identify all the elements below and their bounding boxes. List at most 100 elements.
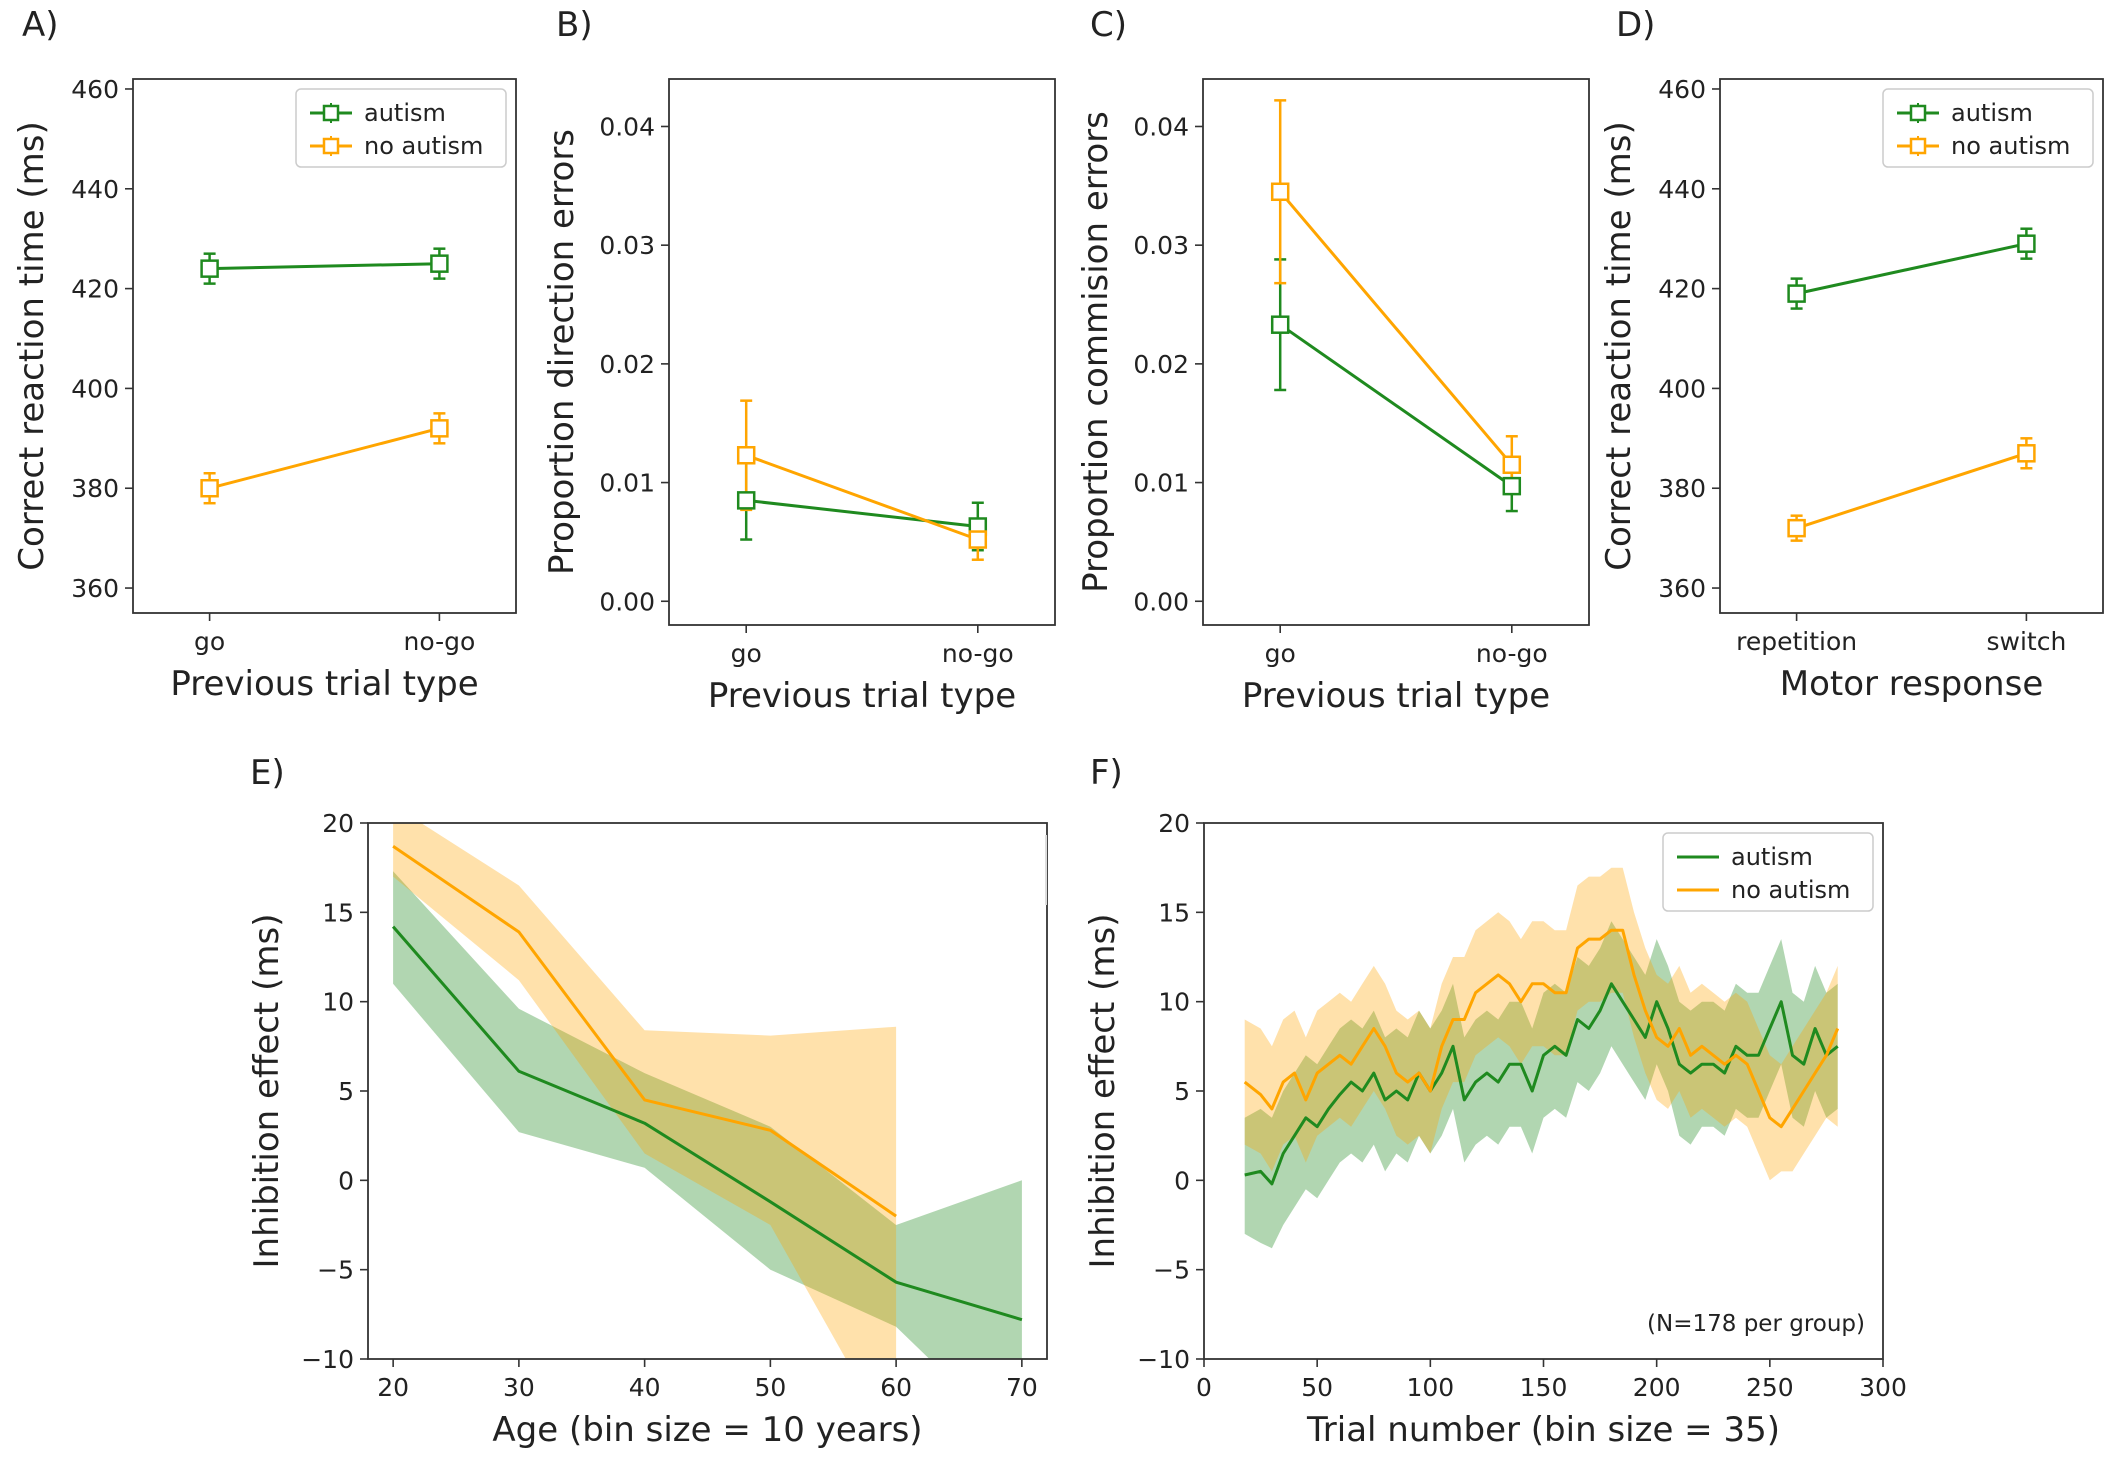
y-axis-label: Proportion commision errors xyxy=(1076,111,1116,593)
panel-letter: D) xyxy=(1616,5,1655,45)
series-line-no-autism xyxy=(745,453,979,541)
legend-marker xyxy=(322,104,340,122)
x-tick-label: 70 xyxy=(1006,1373,1038,1402)
x-axis-label: Previous trial type xyxy=(1242,676,1550,716)
y-tick-label: 380 xyxy=(71,474,119,503)
y-tick-label: 0.04 xyxy=(1133,112,1189,141)
x-tick-label: no-go xyxy=(942,639,1014,668)
y-tick-label: 20 xyxy=(1158,809,1190,838)
legend-label: no autism xyxy=(1731,876,1850,904)
x-axis-label: Trial number (bin size = 35) xyxy=(1306,1410,1780,1450)
x-axis-label: Age (bin size = 10 years) xyxy=(492,1410,922,1450)
x-axis-label: Previous trial type xyxy=(708,676,1016,716)
legend-label: autism xyxy=(1731,843,1813,871)
y-tick-label: 0.03 xyxy=(599,231,655,260)
x-tick-label: 50 xyxy=(1301,1373,1333,1402)
panel-a: A) 360 380 400 420 440 460 go no-go Previous tria… xyxy=(12,5,517,704)
x-tick-label: 250 xyxy=(1746,1373,1794,1402)
y-tick-label: 0.04 xyxy=(599,112,655,141)
x-tick-label: 150 xyxy=(1520,1373,1568,1402)
x-axis-label: Motor response xyxy=(1780,664,2043,704)
y-axis-label: Correct reaction time (ms) xyxy=(1599,121,1639,571)
x-tick-label: go xyxy=(194,627,225,656)
plot-frame xyxy=(132,78,517,614)
y-tick-label: 380 xyxy=(1658,474,1706,503)
x-tick-label: 300 xyxy=(1859,1373,1907,1402)
data-point xyxy=(1270,182,1290,202)
legend-label: no autism xyxy=(1951,132,2070,160)
x-tick-label: 50 xyxy=(754,1373,786,1402)
x-tick-label: go xyxy=(731,639,762,668)
plot-area xyxy=(1243,867,1840,1249)
series-line-no-autism xyxy=(1279,190,1513,466)
series-line-autism xyxy=(746,498,978,528)
legend: autism no autism xyxy=(1882,88,2094,168)
y-tick-label: 15 xyxy=(1158,898,1190,927)
data-point xyxy=(968,530,988,549)
x-tick-label: no-go xyxy=(1476,639,1548,668)
y-tick-label: 360 xyxy=(71,574,119,603)
panel-letter: B) xyxy=(556,5,593,45)
legend-label: autism xyxy=(1951,99,2033,127)
x-tick-label: 40 xyxy=(629,1373,661,1402)
y-tick-label: 0.00 xyxy=(599,587,655,616)
panel-c: C) 0.00 0.01 0.02 0.03 0.04 go no-go Previous tr… xyxy=(1076,5,1590,716)
y-tick-label: 460 xyxy=(1658,75,1706,104)
plot-area xyxy=(203,247,446,505)
series-line-autism xyxy=(1796,242,2027,296)
panel-e: E) −10 −5 0 5 10 15 20 20 30 40 50 60 70 Age (bin size… xyxy=(247,753,1048,1450)
plot-frame xyxy=(1719,78,2104,614)
y-tick-label: 5 xyxy=(1174,1077,1190,1106)
data-point xyxy=(1787,284,1806,303)
x-tick-label: 0 xyxy=(1196,1373,1212,1402)
y-tick-label: 420 xyxy=(71,275,119,304)
y-tick-label: 440 xyxy=(1658,175,1706,204)
x-tick-label: repetition xyxy=(1736,627,1857,656)
y-tick-label: 440 xyxy=(71,175,119,204)
y-tick-label: −10 xyxy=(301,1345,354,1374)
x-tick-label: switch xyxy=(1986,627,2066,656)
plot-area xyxy=(391,823,1023,1359)
panel-letter: C) xyxy=(1090,5,1127,45)
y-axis-label: Inhibition effect (ms) xyxy=(247,914,287,1269)
data-point xyxy=(430,254,449,273)
x-tick-label: go xyxy=(1265,639,1296,668)
plot-area xyxy=(740,399,984,561)
y-tick-label: 0.01 xyxy=(599,469,655,498)
legend-marker xyxy=(1909,137,1927,155)
series-line-no-autism xyxy=(209,426,440,490)
plot-area xyxy=(1274,99,1518,513)
confidence-band-no-autism xyxy=(393,823,897,1359)
y-tick-label: 10 xyxy=(322,988,354,1017)
legend-marker xyxy=(1909,104,1927,122)
data-point xyxy=(1787,518,1806,538)
series-line-autism xyxy=(1279,323,1513,488)
y-axis-label: Proportion direction errors xyxy=(542,129,582,575)
data-point xyxy=(200,259,219,278)
series-line-autism xyxy=(391,925,1023,1322)
y-tick-label: 460 xyxy=(71,75,119,104)
y-tick-label: 5 xyxy=(338,1077,354,1106)
plot-area xyxy=(1790,227,2033,542)
y-axis-label: Inhibition effect (ms) xyxy=(1083,914,1123,1269)
legend: autism no autism xyxy=(1662,832,1874,912)
confidence-band-autism xyxy=(1244,921,1838,1249)
data-point xyxy=(736,446,756,465)
y-tick-label: 0 xyxy=(1174,1166,1190,1195)
legend-label: no autism xyxy=(364,132,483,160)
legend-label: autism xyxy=(364,99,446,127)
annotation-note: (N=178 per group) xyxy=(1647,1311,1865,1337)
y-tick-label: 20 xyxy=(322,809,354,838)
y-tick-label: 0.03 xyxy=(1133,231,1189,260)
y-tick-label: 0 xyxy=(338,1166,354,1195)
y-tick-label: 0.00 xyxy=(1133,587,1189,616)
y-tick-label: 0.02 xyxy=(1133,350,1189,379)
y-tick-label: 400 xyxy=(71,374,119,403)
series-line-no-autism xyxy=(1243,928,1840,1129)
data-point xyxy=(2017,444,2036,463)
panel-b: B) 0.00 0.01 0.02 0.03 0.04 go no-go Previous tr… xyxy=(542,5,1056,716)
x-tick-label: 100 xyxy=(1406,1373,1454,1402)
series-line-no-autism xyxy=(1796,451,2027,530)
y-tick-label: 0.02 xyxy=(599,350,655,379)
